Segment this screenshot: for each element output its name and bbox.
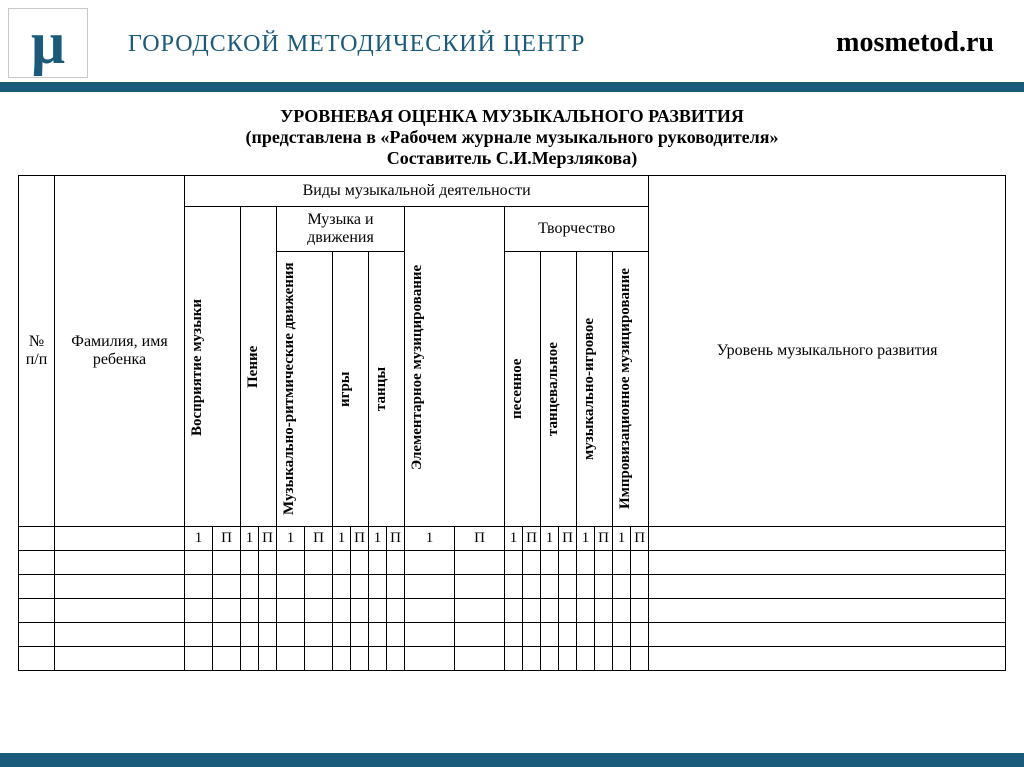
logo: µ [8, 8, 88, 78]
hdr-improv: Импровизационное музицирование [615, 254, 636, 524]
hdr-dances: танцы [371, 254, 392, 524]
doc-title-1: УРОВНЕВАЯ ОЦЕНКА МУЗЫКАЛЬНОГО РАЗВИТИЯ [0, 106, 1024, 127]
m: 1 [405, 527, 455, 551]
col-name: Фамилия, имя ребенка [55, 176, 185, 527]
m: 1 [577, 527, 595, 551]
table-row [19, 551, 1006, 575]
hdr-creativity: Творчество [505, 207, 649, 252]
m: П [387, 527, 405, 551]
m: 1 [613, 527, 631, 551]
doc-title-2: (представлена в «Рабочем журнале музыкал… [0, 127, 1024, 148]
m: П [523, 527, 541, 551]
m: 1 [277, 527, 305, 551]
m: П [305, 527, 333, 551]
hdr-rhythmic: Музыкально-ритмические движения [279, 254, 300, 524]
site-url: mosmetod.ru [836, 27, 994, 59]
header-thick-bar [0, 82, 1024, 92]
m: П [259, 527, 277, 551]
m: 1 [185, 527, 213, 551]
header: µ ГОРОДСКОЙ МЕТОДИЧЕСКИЙ ЦЕНТР mosmetod.… [0, 0, 1024, 78]
hdr-perception: Восприятие музыки [187, 232, 208, 502]
m: П [559, 527, 577, 551]
m: П [455, 527, 505, 551]
m: П [213, 527, 241, 551]
header-text: ГОРОДСКОЙ МЕТОДИЧЕСКИЙ ЦЕНТР mosmetod.ru [88, 27, 1004, 59]
m: 1 [333, 527, 351, 551]
m: П [351, 527, 369, 551]
org-title: ГОРОДСКОЙ МЕТОДИЧЕСКИЙ ЦЕНТР [128, 31, 585, 58]
hdr-dance: танцевальное [543, 254, 564, 524]
assessment-table: № п/п Фамилия, имя ребенка Виды музыкаль… [18, 175, 1006, 671]
m: П [631, 527, 649, 551]
m: 1 [241, 527, 259, 551]
table-row [19, 575, 1006, 599]
footer-bar [0, 753, 1024, 767]
hdr-games: игры [335, 254, 356, 524]
hdr-singing: Пение [243, 232, 264, 502]
hdr-song: песенное [507, 254, 528, 524]
col-level: Уровень музыкального развития [649, 176, 1006, 527]
m: П [595, 527, 613, 551]
table-container: № п/п Фамилия, имя ребенка Виды музыкаль… [0, 169, 1024, 671]
hdr-musicgame: музыкально-игровое [579, 254, 600, 524]
marker-row: 1П 1П 1П 1П 1П 1П 1П 1П 1П 1П [19, 527, 1006, 551]
table-row [19, 623, 1006, 647]
col-activities: Виды музыкальной деятельности [185, 176, 649, 207]
col-num: № п/п [19, 176, 55, 527]
table-row [19, 647, 1006, 671]
m: 1 [505, 527, 523, 551]
hdr-music-move: Музыка и движения [277, 207, 405, 252]
m: 1 [541, 527, 559, 551]
table-row [19, 599, 1006, 623]
hdr-elementary: Элементарное музицирование [407, 232, 428, 502]
m: 1 [369, 527, 387, 551]
doc-title-3: Составитель С.И.Мерзлякова) [0, 148, 1024, 169]
logo-glyph: µ [31, 13, 66, 73]
